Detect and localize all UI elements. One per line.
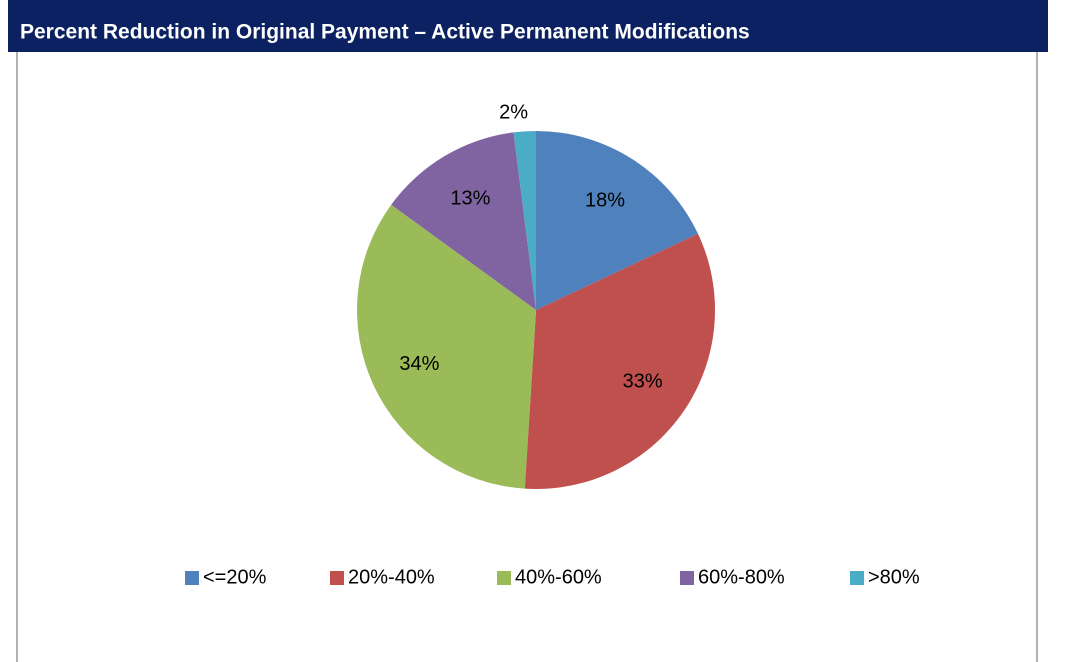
- legend-label: 20%-40%: [348, 566, 435, 588]
- data-label: 33%: [623, 371, 663, 393]
- data-label: 13%: [450, 187, 490, 209]
- data-label: 34%: [399, 353, 439, 375]
- chart-title: Percent Reduction in Original Payment – …: [20, 21, 750, 44]
- pie-slice: [524, 233, 715, 489]
- data-label: 2%: [499, 102, 528, 124]
- legend-swatch: [185, 571, 199, 585]
- legend-label: 40%-60%: [515, 566, 602, 588]
- legend-label: <=20%: [203, 566, 267, 588]
- legend-swatch: [680, 571, 694, 585]
- data-label: 18%: [585, 189, 625, 211]
- title-bar: [8, 0, 1048, 52]
- legend-swatch: [497, 571, 511, 585]
- pie-slice: [536, 131, 698, 310]
- legend-swatch: [850, 571, 864, 585]
- pie-slice: [391, 132, 536, 310]
- legend-label: 60%-80%: [698, 566, 785, 588]
- legend-swatch: [330, 571, 344, 585]
- pie-slice: [356, 204, 536, 489]
- pie-slice: [513, 131, 536, 310]
- legend-label: >80%: [868, 566, 920, 588]
